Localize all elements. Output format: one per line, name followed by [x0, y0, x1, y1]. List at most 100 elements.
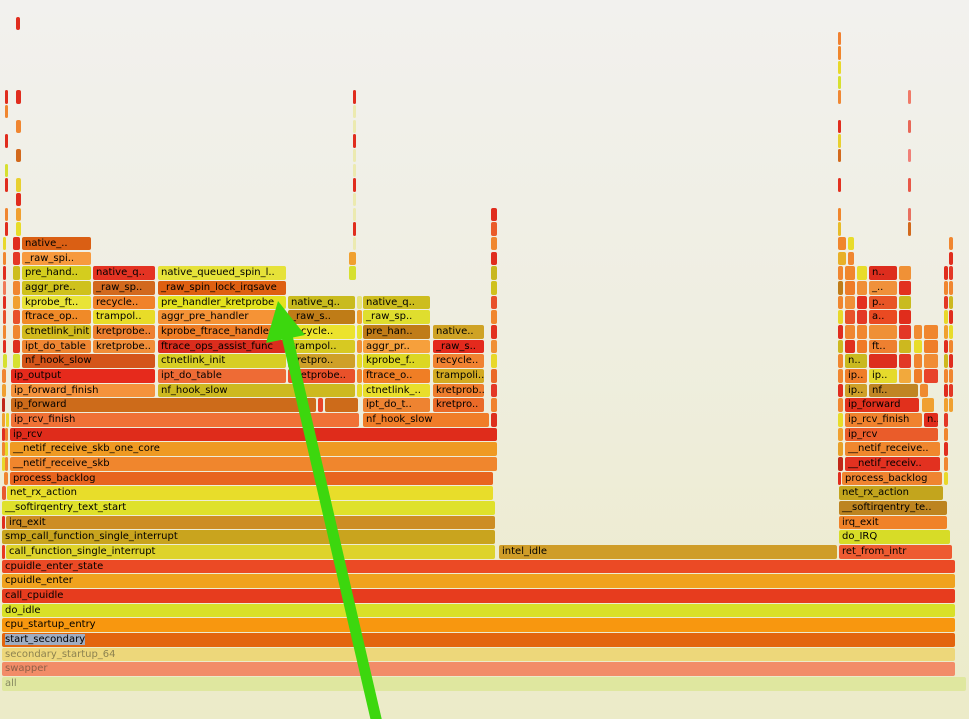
- flame-cell-blank[interactable]: [13, 339, 20, 354]
- flame-cell-_raw_spin_lock_irqsave[interactable]: _raw_spin_lock_irqsave: [158, 280, 286, 295]
- flame-cell-pre_handler_kretprobe[interactable]: pre_handler_kretprobe: [158, 295, 286, 310]
- flame-cell-blank[interactable]: [2, 383, 6, 398]
- flame-cell-kretprobe..[interactable]: kretprobe..: [288, 368, 355, 383]
- flame-cell-ip_forward[interactable]: ip_forward: [845, 398, 919, 412]
- flame-cell-blank[interactable]: [838, 134, 841, 148]
- flame-cell-blank[interactable]: [353, 222, 356, 236]
- flame-cell-blank[interactable]: [349, 251, 356, 266]
- flame-cell-ft..[interactable]: ft..: [869, 339, 897, 354]
- flame-cell-all[interactable]: all: [2, 677, 966, 691]
- flame-cell-blank[interactable]: [838, 310, 843, 324]
- flame-cell-blank[interactable]: [16, 119, 21, 134]
- flame-cell-blank[interactable]: [944, 354, 948, 368]
- flame-cell-blank[interactable]: [944, 339, 948, 354]
- flame-cell-__netif_receive_skb[interactable]: __netif_receive_skb: [10, 456, 497, 471]
- flame-cell-blank[interactable]: [949, 354, 953, 368]
- flame-cell-do_IRQ[interactable]: do_IRQ: [839, 530, 950, 544]
- flame-cell-blank[interactable]: [944, 324, 948, 339]
- flame-cell-native_q..[interactable]: native_q..: [288, 295, 355, 310]
- flame-cell-blank[interactable]: [914, 324, 922, 339]
- flame-cell-blank[interactable]: [838, 236, 846, 251]
- flame-cell-blank[interactable]: [857, 295, 867, 310]
- flame-cell-blank[interactable]: [908, 222, 911, 236]
- flame-cell-blank[interactable]: [3, 266, 6, 280]
- flame-cell-blank[interactable]: [491, 266, 497, 280]
- flame-cell-__softirqentry_text_start[interactable]: __softirqentry_text_start: [2, 500, 495, 515]
- flame-cell-blank[interactable]: [857, 266, 867, 280]
- flame-cell-blank[interactable]: [838, 207, 841, 222]
- flame-cell-blank[interactable]: [357, 354, 362, 368]
- flame-cell-blank[interactable]: [2, 427, 5, 442]
- flame-cell-blank[interactable]: [944, 412, 948, 427]
- flame-cell-blank[interactable]: [838, 354, 843, 368]
- flame-cell-blank[interactable]: [838, 60, 841, 75]
- flame-cell-cpu_startup_entry[interactable]: cpu_startup_entry: [2, 618, 955, 632]
- flame-cell-blank[interactable]: [353, 163, 356, 178]
- flame-cell-blank[interactable]: [491, 383, 497, 398]
- flame-cell-blank[interactable]: [922, 398, 934, 412]
- flame-cell-blank[interactable]: [838, 46, 841, 60]
- flame-cell-blank[interactable]: [899, 310, 911, 324]
- flame-cell-ftrace_o..[interactable]: ftrace_o..: [363, 368, 430, 383]
- flame-cell-kretprobe..[interactable]: kretprobe..: [93, 324, 155, 339]
- flame-cell-blank[interactable]: [5, 207, 8, 222]
- flame-cell-blank[interactable]: [16, 16, 20, 31]
- flame-cell-blank[interactable]: [357, 368, 362, 383]
- flame-cell-call_cpuidle[interactable]: call_cpuidle: [2, 588, 955, 603]
- flame-cell-blank[interactable]: [2, 515, 5, 530]
- flame-cell-blank[interactable]: [5, 104, 8, 119]
- flame-cell-blank[interactable]: [845, 339, 855, 354]
- flame-cell-ip..[interactable]: ip..: [869, 368, 897, 383]
- flame-cell-blank[interactable]: [845, 280, 855, 295]
- flame-cell-swapper[interactable]: swapper: [2, 662, 955, 676]
- flame-cell-blank[interactable]: [3, 339, 6, 354]
- flame-cell-blank[interactable]: [353, 134, 356, 148]
- flame-cell-blank[interactable]: [857, 310, 867, 324]
- flame-cell-net_rx_action[interactable]: net_rx_action: [7, 486, 493, 500]
- flame-cell-blank[interactable]: [838, 339, 843, 354]
- flame-cell-blank[interactable]: [838, 295, 843, 310]
- flame-cell-blank[interactable]: [6, 412, 9, 427]
- flame-cell-nf_hook_slow[interactable]: nf_hook_slow: [22, 354, 155, 368]
- flame-cell-blank[interactable]: [908, 178, 911, 192]
- flame-cell-n..[interactable]: n..: [869, 266, 897, 280]
- flame-cell-pre_han..[interactable]: pre_han..: [363, 324, 430, 339]
- flame-cell-blank[interactable]: [5, 427, 8, 442]
- flame-cell-blank[interactable]: [944, 427, 948, 442]
- flame-cell-n..[interactable]: n..: [845, 354, 867, 368]
- flame-cell-aggr_pr..[interactable]: aggr_pr..: [363, 339, 430, 354]
- flame-cell-ip..[interactable]: ip..: [845, 383, 867, 398]
- flame-cell-blank[interactable]: [353, 104, 356, 119]
- flame-cell-blank[interactable]: [357, 383, 362, 398]
- flame-cell-blank[interactable]: [838, 442, 843, 456]
- flame-cell-ipt_do_table[interactable]: ipt_do_table: [158, 368, 286, 383]
- flame-cell-__softirqentry_te..[interactable]: __softirqentry_te..: [839, 500, 947, 515]
- flame-cell-blank[interactable]: [353, 178, 356, 192]
- flame-cell-aggr_pre..[interactable]: aggr_pre..: [22, 280, 91, 295]
- flame-cell-blank[interactable]: [3, 280, 6, 295]
- flame-cell-blank[interactable]: [2, 456, 5, 471]
- flame-cell-ip_rcv_finish[interactable]: ip_rcv_finish: [845, 412, 922, 427]
- flame-cell-blank[interactable]: [491, 236, 497, 251]
- flame-cell-irq_exit[interactable]: irq_exit: [839, 515, 947, 530]
- flame-cell-blank[interactable]: [838, 398, 843, 412]
- flame-cell-blank[interactable]: [845, 295, 855, 310]
- flame-cell-blank[interactable]: [949, 295, 953, 310]
- flame-cell-blank[interactable]: [349, 266, 356, 280]
- flame-cell-blank[interactable]: [924, 339, 938, 354]
- flame-cell-__netif_receive_skb_one_core[interactable]: __netif_receive_skb_one_core: [10, 442, 497, 456]
- flame-cell-blank[interactable]: [838, 251, 846, 266]
- flame-cell-ctnetlink_init[interactable]: ctnetlink_init: [22, 324, 91, 339]
- flame-cell-blank[interactable]: [838, 266, 843, 280]
- flame-cell-aggr_pre_handler[interactable]: aggr_pre_handler: [158, 310, 286, 324]
- flame-cell-kretprobe..[interactable]: kretprobe..: [93, 339, 155, 354]
- flame-cell-blank[interactable]: [899, 368, 911, 383]
- flame-cell-blank[interactable]: [491, 324, 497, 339]
- flame-cell-blank[interactable]: [16, 222, 21, 236]
- flame-cell-blank[interactable]: [914, 354, 922, 368]
- flame-cell-kprobe_ft..[interactable]: kprobe_ft..: [22, 295, 91, 310]
- flame-cell-blank[interactable]: [949, 236, 953, 251]
- flame-cell-ftrace_op..[interactable]: ftrace_op..: [22, 310, 91, 324]
- flame-cell-blank[interactable]: [944, 398, 948, 412]
- flame-cell-blank[interactable]: [949, 398, 953, 412]
